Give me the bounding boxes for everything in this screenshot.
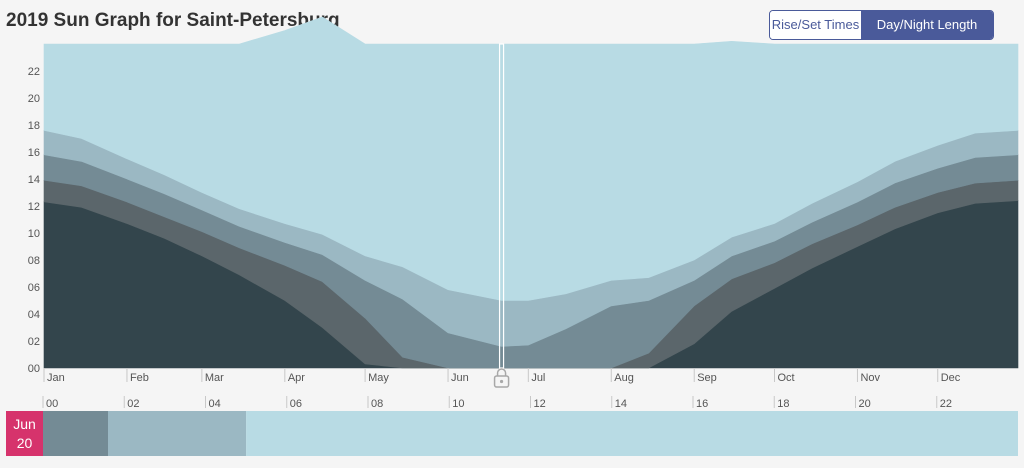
timeline-tick-label: 10 [452,398,464,410]
y-tick-label: 20 [28,93,40,105]
date-cursor[interactable] [493,43,510,388]
x-tick-label: Jul [531,372,545,384]
timeline-tick-label: 22 [940,398,952,410]
y-tick-label: 04 [28,309,40,321]
x-tick-label: Jun [451,372,469,384]
day-night-length-button[interactable]: Day/Night Length [861,11,993,39]
timeline-nautical-twilight [43,411,108,456]
timeline-tick-label: 18 [777,398,789,410]
y-tick-label: 10 [28,228,40,240]
y-tick-label: 00 [28,363,40,375]
y-tick-label: 22 [28,66,40,78]
timeline-tick-label: 02 [127,398,139,410]
x-axis: Jan Feb Mar Apr May Jun Jul Aug Sep Oct Nov Dec [43,368,961,384]
rise-set-times-button[interactable]: Rise/Set Times [770,11,861,39]
timeline-tick-label: 14 [615,398,627,410]
x-tick-label: May [368,372,389,384]
x-tick-label: Sep [697,372,717,384]
selected-date-day: 20 [17,435,33,451]
x-tick-label: Feb [130,372,149,384]
day-area [43,16,1019,301]
timeline-tick-label: 20 [859,398,871,410]
x-tick-label: Jan [47,372,65,384]
x-tick-label: Dec [941,372,961,384]
y-tick-label: 14 [28,174,40,186]
timeline-tick-label: 00 [46,398,58,410]
selected-date-month: Jun [13,416,36,432]
x-tick-label: Oct [778,372,795,384]
y-tick-label: 12 [28,201,40,213]
timeline-tick-label: 12 [534,398,546,410]
y-tick-label: 08 [28,255,40,267]
timeline-tick-label: 04 [209,398,221,410]
y-tick-label: 06 [28,282,40,294]
day-timeline: 00 02 04 06 08 10 12 14 16 18 20 22 Jun 20 [6,396,1018,456]
cursor-line[interactable] [498,43,505,369]
y-axis: 00 02 04 06 08 10 12 14 16 18 20 22 [28,66,40,375]
x-tick-label: Nov [860,372,880,384]
timeline-day [246,411,1018,456]
y-tick-label: 16 [28,147,40,159]
selected-date-badge: Jun 20 [6,411,43,456]
timeline-tick-label: 08 [371,398,383,410]
timeline-tick-label: 06 [290,398,302,410]
timeline-tick-label: 16 [696,398,708,410]
timeline-civil-twilight [108,411,247,456]
page-title: 2019 Sun Graph for Saint-Petersburg [6,10,340,31]
y-tick-label: 18 [28,120,40,132]
x-tick-label: Mar [205,372,224,384]
x-tick-label: Apr [288,372,305,384]
lock-icon[interactable] [493,368,510,388]
plot-area [43,16,1019,369]
view-toggle: Rise/Set Times Day/Night Length [769,10,994,40]
y-tick-label: 02 [28,336,40,348]
x-tick-label: Aug [614,372,634,384]
